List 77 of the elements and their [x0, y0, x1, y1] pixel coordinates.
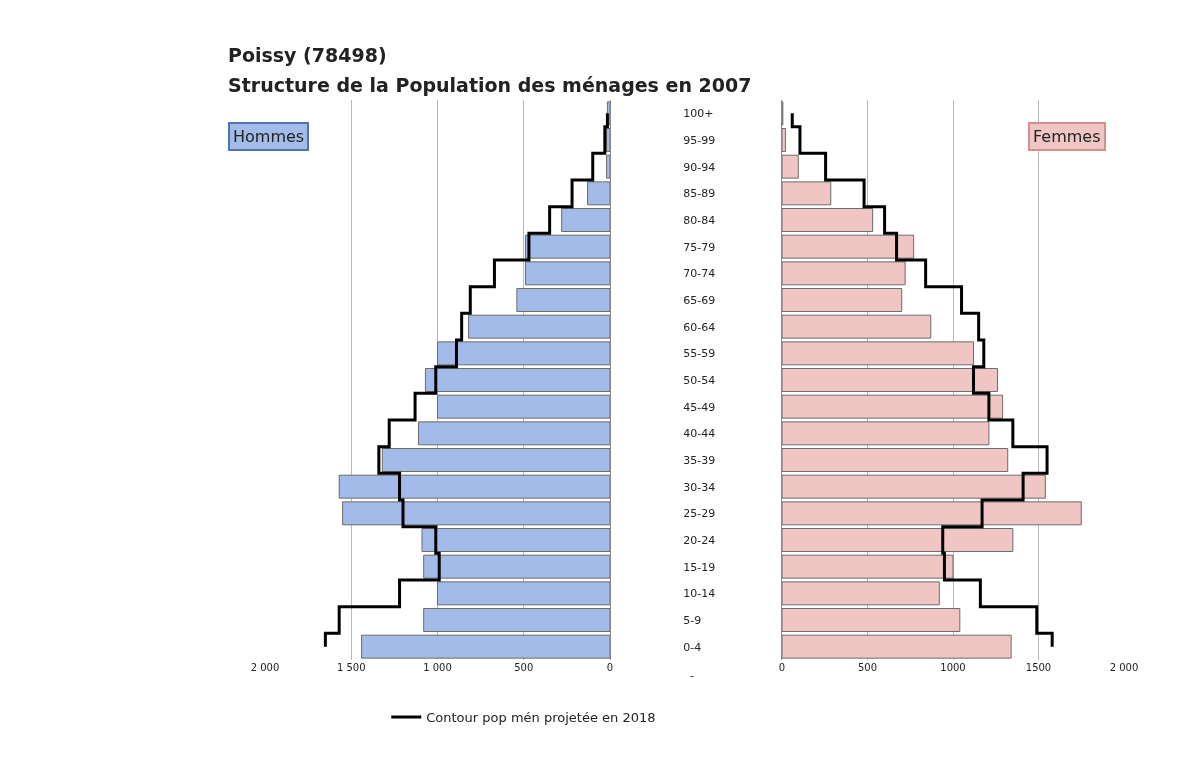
bar [421, 528, 610, 552]
x-tick-label: 0 [778, 662, 786, 673]
chart-title: Poissy (78498) [228, 43, 388, 68]
y-tick-label: 30-34 [683, 480, 716, 494]
bar [606, 128, 610, 152]
y-tick-label: 90-94 [683, 160, 716, 174]
bar [782, 634, 1012, 659]
bar [782, 394, 1004, 419]
y-tick-label: 75-79 [683, 240, 716, 254]
bar [437, 394, 610, 419]
bar [423, 554, 610, 579]
bar [782, 314, 932, 339]
y-tick-label: 65-69 [683, 293, 716, 307]
y-tick-label: 50-54 [683, 373, 716, 387]
bar [561, 208, 610, 232]
y-tick-label: 20-24 [683, 533, 716, 547]
x-tick-label: 2 000 [1109, 662, 1139, 673]
y-tick-label: 70-74 [683, 267, 716, 281]
bar [424, 368, 610, 392]
bar [587, 181, 610, 206]
bar [516, 288, 610, 312]
bar [782, 581, 940, 606]
bar [782, 181, 832, 206]
y-tick-label: 25-29 [683, 507, 716, 521]
bar [338, 474, 610, 499]
x-tick-label: 0 [606, 662, 614, 673]
bar [782, 234, 915, 259]
y-tick-label: 10-14 [683, 587, 716, 601]
bar [606, 154, 610, 179]
bar [782, 288, 903, 312]
y-tick-label: 80-84 [683, 213, 716, 227]
bar [437, 341, 610, 366]
x-tick-label: 1000 [940, 662, 966, 673]
bar [524, 261, 610, 286]
y-tick-label: 100+ [683, 107, 714, 121]
bar [782, 261, 906, 286]
bar [418, 421, 610, 446]
y-tick-label: 0-4 [683, 640, 702, 654]
y-tick-label: 40-44 [683, 427, 716, 441]
bar [782, 528, 1014, 552]
y-tick-label: 60-64 [683, 320, 716, 334]
text: - [690, 669, 694, 682]
y-tick-label: 15-19 [683, 560, 716, 574]
bar [423, 608, 610, 632]
y-tick-label: 5-9 [683, 613, 702, 627]
text: Femmes [1033, 127, 1101, 146]
x-tick-label: 500 [857, 662, 878, 673]
x-tick-label: 1 000 [423, 662, 452, 673]
y-tick-label: 55-59 [683, 347, 716, 361]
bar [437, 581, 610, 606]
bar [524, 234, 610, 259]
y-tick-label: 45-49 [683, 400, 716, 414]
bar [782, 341, 975, 366]
x-tick-label: 1 500 [336, 662, 366, 673]
legend-label: Contour pop mén projetée en 2018 [426, 710, 656, 726]
bar [782, 208, 874, 232]
chart-subtitle: Structure de la Population des ménages en 2007 [228, 73, 752, 98]
bar [342, 501, 610, 526]
x-tick-label: 1500 [1025, 662, 1052, 673]
x-tick-label: 500 [514, 662, 534, 673]
bar [381, 448, 610, 472]
bar [782, 421, 990, 446]
bar [782, 474, 1046, 499]
bar [782, 128, 786, 152]
y-tick-label: 85-89 [683, 187, 716, 201]
bar [361, 634, 610, 659]
x-tick-label: 2 000 [250, 662, 280, 673]
bar [782, 448, 1009, 472]
bar [468, 314, 610, 339]
y-tick-label: 95-99 [683, 133, 716, 147]
bar [782, 608, 961, 632]
text: Hommes [233, 127, 305, 146]
bar [782, 501, 1082, 526]
y-tick-label: 35-39 [683, 453, 716, 467]
bar [782, 368, 998, 392]
bar [782, 554, 954, 579]
bar [782, 154, 799, 179]
